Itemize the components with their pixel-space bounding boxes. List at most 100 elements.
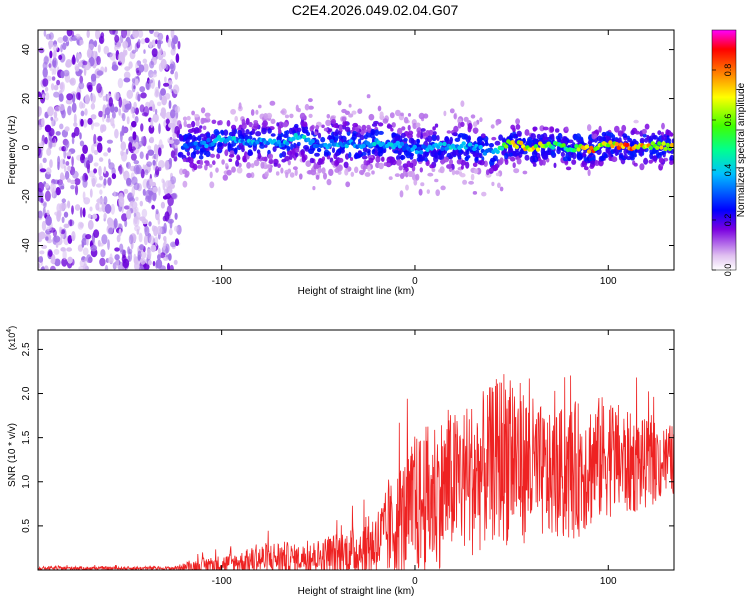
noise-blob <box>39 168 47 173</box>
spectrogram-panel: -100 0 100 -40 -20 0 20 40 Height of straight … <box>7 29 675 297</box>
signal-blob <box>643 157 649 165</box>
noise-blob <box>58 93 64 102</box>
noise-blob <box>51 76 56 81</box>
signal-blob <box>439 166 445 174</box>
noise-blob <box>61 257 68 267</box>
noise-blob <box>38 106 42 117</box>
signal-blob <box>301 155 306 163</box>
signal-blob <box>196 165 203 169</box>
signal-blob <box>206 133 211 138</box>
signal-blob <box>195 120 200 127</box>
ridge-point <box>401 146 407 151</box>
noise-blob <box>95 183 103 188</box>
signal-blob <box>403 116 409 124</box>
colorbar-label: Normalized spectral amplitude <box>736 82 747 217</box>
noise-blob <box>63 223 70 229</box>
signal-blob <box>440 185 446 191</box>
signal-blob <box>423 113 429 119</box>
signal-blob <box>312 186 316 191</box>
signal-blob <box>427 135 433 143</box>
ridge-point <box>285 141 290 146</box>
signal-blob <box>228 154 235 158</box>
noise-blob <box>54 258 61 267</box>
noise-blob <box>79 39 84 46</box>
signal-blob <box>435 189 441 197</box>
signal-blob <box>292 166 298 171</box>
noise-blob <box>139 151 144 159</box>
signal-blob <box>314 152 320 157</box>
signal-blob <box>522 137 526 144</box>
noise-blob <box>108 158 111 165</box>
noise-blob <box>163 256 169 261</box>
signal-blob <box>504 159 509 165</box>
noise-blob <box>71 102 77 113</box>
colorbar-ticks: 0.0 0.2 0.4 0.6 0.8 <box>712 64 733 276</box>
noise-blob <box>165 118 170 125</box>
noise-blob <box>122 49 127 58</box>
signal-blob <box>514 153 518 157</box>
signal-blob <box>381 156 385 162</box>
signal-blob <box>297 127 302 133</box>
noise-blob <box>137 39 141 45</box>
noise-blob <box>55 131 61 136</box>
signal-blob <box>596 135 603 142</box>
signal-blob <box>294 168 298 176</box>
noise-blob <box>116 234 121 243</box>
signal-blob <box>245 117 250 126</box>
signal-blob <box>352 126 356 132</box>
ridge-point <box>659 145 664 150</box>
noise-blob <box>41 220 47 231</box>
signal-blob <box>268 158 274 164</box>
noise-blob <box>121 112 126 122</box>
signal-blob <box>310 169 317 176</box>
signal-blob <box>300 151 305 157</box>
noise-blob <box>151 204 155 210</box>
signal-blob <box>284 114 290 119</box>
noise-blob <box>71 231 76 241</box>
noise-blob <box>107 217 113 226</box>
noise-blob <box>142 58 148 64</box>
signal-blob <box>588 157 593 162</box>
signal-blob <box>429 164 435 169</box>
signal-blob <box>199 159 204 166</box>
noise-blob <box>103 152 109 157</box>
noise-blob <box>81 241 85 248</box>
signal-blob <box>332 131 338 136</box>
noise-blob <box>124 128 128 133</box>
signal-blob <box>567 157 572 162</box>
signal-blob <box>202 125 207 130</box>
colorbar-tick-label: 0.4 <box>723 164 733 177</box>
signal-blob <box>187 128 194 134</box>
signal-blob <box>323 172 327 180</box>
signal-blob <box>583 156 588 162</box>
signal-blob <box>389 112 395 119</box>
noise-blob <box>160 144 164 149</box>
signal-blob <box>334 151 340 157</box>
signal-blob <box>407 124 411 131</box>
signal-blob <box>209 181 215 189</box>
ridge-point <box>586 149 592 154</box>
signal-blob <box>405 171 409 178</box>
signal-blob <box>379 111 384 118</box>
signal-blob <box>446 130 452 134</box>
signal-blob <box>658 151 665 156</box>
noise-blob <box>149 30 154 34</box>
noise-blob <box>158 160 165 169</box>
noise-blob <box>114 128 119 139</box>
noise-blob <box>145 101 151 108</box>
noise-blob <box>122 40 129 49</box>
signal-blob <box>183 120 187 128</box>
noise-blob <box>167 180 172 189</box>
ridge-point <box>372 141 377 147</box>
signal-blob <box>234 115 238 122</box>
signal-blob <box>605 148 610 154</box>
noise-blob <box>42 93 45 99</box>
noise-blob <box>65 161 70 166</box>
noise-blob <box>131 120 137 128</box>
signal-blob <box>220 129 224 135</box>
ridge-point <box>327 143 332 148</box>
noise-blob <box>152 113 159 123</box>
noise-blob <box>122 258 130 269</box>
noise-blob <box>92 213 98 220</box>
noise-blob <box>170 109 176 119</box>
